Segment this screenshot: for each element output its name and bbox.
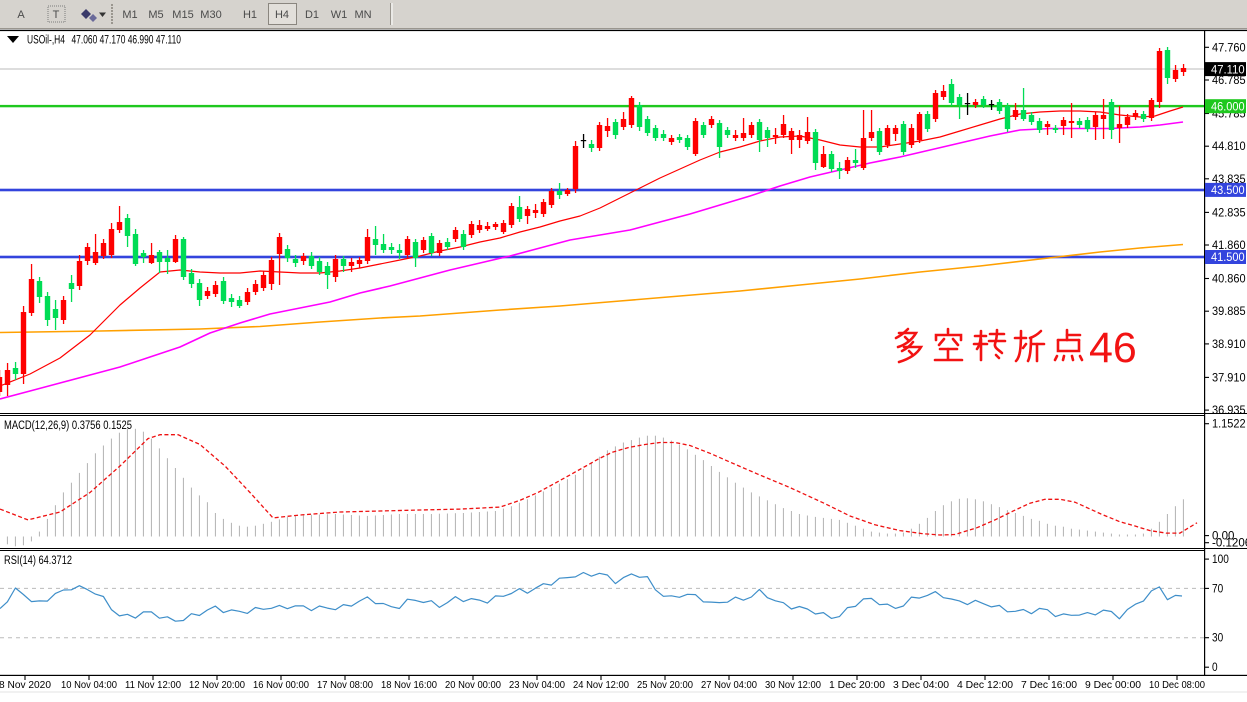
svg-text:M1: M1 (122, 9, 137, 21)
svg-text:12 Nov 20:00: 12 Nov 20:00 (189, 679, 245, 691)
svg-text:47.110: 47.110 (1211, 64, 1245, 76)
svg-text:8 Nov 2020: 8 Nov 2020 (0, 679, 51, 691)
svg-text:A: A (17, 9, 25, 21)
svg-text:D1: D1 (305, 9, 319, 21)
svg-text:H4: H4 (275, 9, 289, 21)
svg-text:M30: M30 (200, 9, 221, 21)
svg-text:-0.1206: -0.1206 (1212, 538, 1247, 550)
svg-text:16 Nov 00:00: 16 Nov 00:00 (253, 679, 309, 691)
svg-text:MACD(12,26,9) 0.3756 0.1525: MACD(12,26,9) 0.3756 0.1525 (4, 420, 132, 432)
svg-text:24 Nov 12:00: 24 Nov 12:00 (573, 679, 629, 691)
svg-text:7 Dec 16:00: 7 Dec 16:00 (1021, 679, 1077, 691)
svg-text:43.500: 43.500 (1211, 185, 1245, 197)
svg-text:10 Nov 04:00: 10 Nov 04:00 (61, 679, 117, 691)
svg-text:100: 100 (1212, 554, 1229, 566)
svg-text:1.1522: 1.1522 (1212, 419, 1246, 431)
svg-text:38.910: 38.910 (1212, 339, 1246, 351)
svg-text:42.835: 42.835 (1212, 207, 1246, 219)
svg-text:4 Dec 12:00: 4 Dec 12:00 (957, 679, 1013, 691)
svg-text:11 Nov 12:00: 11 Nov 12:00 (125, 679, 181, 691)
svg-text:46.000: 46.000 (1211, 101, 1245, 113)
svg-text:9 Dec 00:00: 9 Dec 00:00 (1085, 679, 1141, 691)
svg-text:39.885: 39.885 (1212, 306, 1246, 318)
svg-text:27 Nov 04:00: 27 Nov 04:00 (701, 679, 757, 691)
svg-text:17 Nov 08:00: 17 Nov 08:00 (317, 679, 373, 691)
svg-text:44.810: 44.810 (1212, 141, 1246, 153)
svg-text:M5: M5 (148, 9, 163, 21)
svg-text:40.860: 40.860 (1212, 274, 1246, 286)
svg-text:10 Dec 08:00: 10 Dec 08:00 (1149, 679, 1205, 691)
svg-text:18 Nov 16:00: 18 Nov 16:00 (381, 679, 437, 691)
svg-text:W1: W1 (331, 9, 348, 21)
svg-text:30: 30 (1212, 633, 1223, 645)
svg-text:30 Nov 12:00: 30 Nov 12:00 (765, 679, 821, 691)
svg-text:M15: M15 (172, 9, 193, 21)
svg-text:USOil-,H4 47.060 47.170 46.99: USOil-,H4 47.060 47.170 46.990 47.110 (27, 35, 181, 47)
svg-text:41.500: 41.500 (1211, 252, 1245, 264)
svg-text:46: 46 (1089, 324, 1137, 372)
svg-text:1 Dec 20:00: 1 Dec 20:00 (829, 679, 885, 691)
svg-text:MN: MN (354, 9, 371, 21)
svg-text:70: 70 (1212, 583, 1223, 595)
svg-text:23 Nov 04:00: 23 Nov 04:00 (509, 679, 565, 691)
svg-text:25 Nov 20:00: 25 Nov 20:00 (637, 679, 693, 691)
svg-text:36.935: 36.935 (1212, 405, 1246, 417)
svg-text:37.910: 37.910 (1212, 372, 1246, 384)
svg-text:H1: H1 (243, 9, 257, 21)
svg-text:0: 0 (1212, 662, 1218, 674)
svg-text:T: T (53, 9, 60, 21)
svg-text:3 Dec 04:00: 3 Dec 04:00 (893, 679, 949, 691)
svg-text:RSI(14) 64.3712: RSI(14) 64.3712 (4, 555, 72, 567)
svg-text:46.785: 46.785 (1212, 75, 1246, 87)
svg-text:20 Nov 00:00: 20 Nov 00:00 (445, 679, 501, 691)
svg-text:47.760: 47.760 (1212, 42, 1246, 54)
